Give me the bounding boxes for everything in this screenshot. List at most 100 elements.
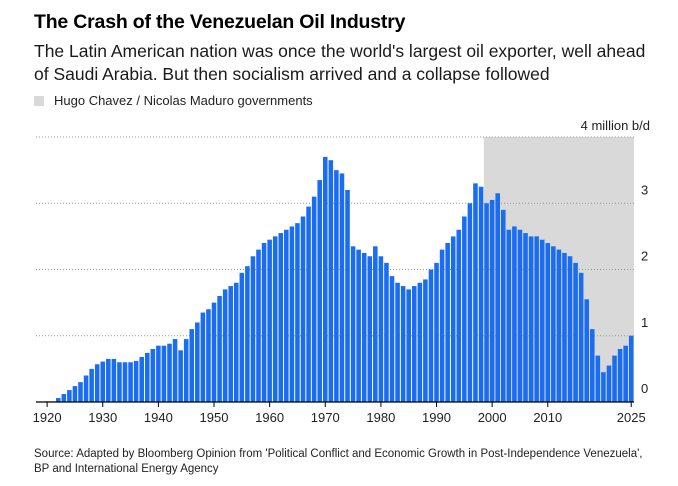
bar xyxy=(361,252,367,402)
bar xyxy=(172,339,178,402)
bar xyxy=(122,362,128,402)
bar xyxy=(551,246,556,402)
y-tick-label: 1 xyxy=(641,315,648,330)
bar xyxy=(567,256,573,402)
bar xyxy=(289,226,295,402)
y-tick-label: 2 xyxy=(641,249,648,264)
x-tick-label: 1990 xyxy=(422,410,451,425)
bar xyxy=(456,229,462,402)
bar xyxy=(445,243,450,402)
x-tick-label: 1970 xyxy=(311,410,340,425)
bar xyxy=(495,193,500,402)
bar xyxy=(89,368,94,402)
bar xyxy=(139,356,144,402)
bar xyxy=(78,382,83,402)
bar xyxy=(272,236,278,402)
bar xyxy=(473,183,478,402)
bars xyxy=(44,156,634,402)
bar xyxy=(300,216,306,402)
bar xyxy=(484,203,489,402)
bar xyxy=(250,256,256,402)
bar xyxy=(106,358,111,402)
bar xyxy=(233,282,239,402)
bar xyxy=(211,302,217,402)
x-tick-label: 1980 xyxy=(366,410,395,425)
bar xyxy=(573,262,578,402)
bar xyxy=(428,269,434,402)
legend: Hugo Chavez / Nicolas Maduro governments xyxy=(34,93,313,108)
bar xyxy=(489,199,495,402)
bar xyxy=(306,206,311,402)
bar xyxy=(117,362,122,402)
bar xyxy=(617,349,623,402)
bar xyxy=(334,170,339,402)
bar xyxy=(206,309,211,402)
bar xyxy=(406,289,411,402)
x-tick-label: 1920 xyxy=(33,410,62,425)
bar xyxy=(267,239,272,402)
bar xyxy=(384,262,389,402)
bar xyxy=(534,236,539,402)
bar xyxy=(606,365,612,402)
x-tick-label: 2010 xyxy=(533,410,562,425)
bar xyxy=(500,209,506,402)
bar xyxy=(128,362,133,402)
bar xyxy=(506,229,512,402)
bar xyxy=(417,282,423,402)
y-tick-label: 3 xyxy=(641,182,648,197)
bar xyxy=(200,312,206,402)
bar xyxy=(100,361,106,402)
bar xyxy=(628,335,634,402)
bar xyxy=(478,186,484,402)
chart-title: The Crash of the Venezuelan Oil Industry xyxy=(34,11,406,33)
x-tick-label: 2025 xyxy=(617,410,646,425)
bar xyxy=(161,345,167,402)
bar xyxy=(183,339,189,402)
y-unit-label: 4 million b/d xyxy=(581,118,650,133)
bar xyxy=(517,229,523,402)
x-tick-label: 2000 xyxy=(478,410,507,425)
source-note: Source: Adapted by Bloomberg Opinion fro… xyxy=(34,448,643,475)
bar xyxy=(245,266,250,402)
bar xyxy=(295,223,300,402)
bar xyxy=(373,246,378,402)
bar xyxy=(612,355,617,402)
bar xyxy=(156,345,161,402)
bar xyxy=(322,156,328,402)
bar xyxy=(512,226,517,402)
bar xyxy=(523,233,528,402)
bar xyxy=(239,272,245,402)
bar xyxy=(278,233,284,402)
bar xyxy=(222,289,228,402)
bar xyxy=(167,343,172,402)
bar xyxy=(217,296,222,402)
bar xyxy=(144,352,150,402)
bar xyxy=(284,229,289,402)
bar xyxy=(400,286,406,402)
bar xyxy=(578,272,584,402)
bar xyxy=(439,249,445,402)
bar xyxy=(356,249,361,402)
legend-swatch xyxy=(34,95,44,106)
bar xyxy=(556,249,562,402)
legend-label: Hugo Chavez / Nicolas Maduro governments xyxy=(54,93,313,108)
bar xyxy=(133,360,139,402)
bar xyxy=(317,180,322,402)
bar xyxy=(150,349,156,402)
bar xyxy=(67,390,72,402)
y-tick-label: 0 xyxy=(641,381,648,396)
bar xyxy=(378,256,384,402)
bar xyxy=(595,355,601,402)
bar xyxy=(584,299,589,402)
bar xyxy=(94,364,100,402)
bar xyxy=(423,279,428,402)
axes: 0 1 2 3 1920 1930 1940 1950 1960 1970 1980 1990 2000… xyxy=(33,182,649,425)
bar xyxy=(467,203,473,402)
bar xyxy=(395,282,400,402)
bar xyxy=(545,243,551,402)
bar xyxy=(528,236,534,402)
bar xyxy=(450,236,456,402)
bar xyxy=(434,262,439,402)
gridlines xyxy=(36,136,634,337)
bar xyxy=(562,252,567,402)
